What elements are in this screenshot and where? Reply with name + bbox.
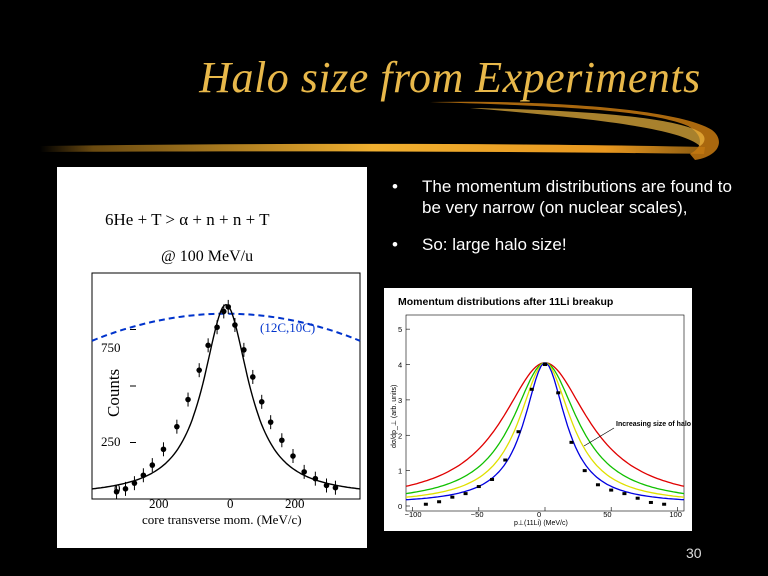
data-point — [258, 399, 265, 405]
bullet-mark: • — [392, 235, 398, 254]
data-point — [174, 423, 180, 430]
data-point — [131, 480, 138, 486]
data-point — [582, 469, 587, 473]
data-point — [279, 437, 285, 444]
data-point — [662, 502, 667, 506]
data-point — [225, 304, 232, 310]
data-point — [609, 488, 614, 492]
data-point — [241, 347, 247, 353]
data-point — [196, 367, 202, 373]
x-tick-label: −100 — [405, 510, 422, 519]
data-point — [113, 488, 120, 495]
data-point — [185, 396, 191, 403]
data-point — [323, 482, 330, 489]
bullet-item: • So: large halo size! — [392, 234, 732, 255]
y-tick-label: 5 — [398, 325, 402, 334]
right-figure-title: Momentum distributions after 11Li breaku… — [398, 296, 613, 308]
bullet-mark: • — [392, 177, 398, 196]
energy-label: @ 100 MeV/u — [161, 248, 253, 265]
data-point — [529, 387, 534, 391]
bullet-text: The momentum distributions are found to … — [422, 177, 732, 217]
annotation-arrow — [583, 427, 615, 447]
plot-frame — [91, 272, 361, 500]
data-point — [595, 483, 600, 487]
plot-frame — [405, 314, 685, 512]
bullet-list: • The momentum distributions are found t… — [392, 176, 732, 271]
data-point — [635, 496, 640, 500]
title-swoosh-decoration — [40, 101, 719, 160]
series-line — [405, 362, 685, 501]
y-tick-label: 750 — [101, 340, 121, 355]
data-point — [648, 500, 653, 504]
slide-title: Halo size from Experiments — [199, 53, 701, 102]
page-number: 30 — [686, 545, 702, 561]
y-tick-label: 1 — [398, 467, 402, 476]
data-point — [122, 486, 129, 492]
data-point — [503, 458, 508, 462]
series-line-12c-10c — [91, 312, 361, 342]
y-axis-label: dσ/dp_⊥ (arb. units) — [391, 385, 398, 448]
y-tick-label: 0 — [398, 502, 402, 511]
data-point — [312, 475, 319, 482]
bullet-text: So: large halo size! — [422, 235, 567, 254]
x-tick-label: 0 — [537, 510, 541, 519]
y-tick-label: 4 — [398, 361, 402, 370]
data-point — [220, 308, 227, 315]
data-point — [437, 500, 442, 504]
y-tick-label: 2 — [398, 431, 402, 440]
data-point — [450, 495, 455, 499]
x-tick-label: 100 — [669, 510, 682, 519]
curve-label: (12C,10C) — [260, 320, 315, 335]
series-line — [405, 362, 685, 495]
data-point — [332, 484, 339, 491]
series-line — [405, 362, 685, 498]
data-point — [160, 446, 167, 453]
data-point — [516, 430, 521, 434]
halo-annotation: Increasing size of halo — [616, 421, 691, 428]
data-point — [423, 502, 428, 506]
data-point — [463, 492, 468, 496]
data-point — [301, 469, 307, 475]
y-tick-label: 0 — [114, 481, 121, 496]
data-point — [149, 462, 156, 468]
x-axis-label: p⊥(11Li) (MeV/c) — [514, 520, 568, 527]
data-point — [622, 492, 627, 496]
x-tick-label: −50 — [471, 510, 484, 519]
series-line-fit — [91, 303, 361, 490]
data-point — [140, 472, 147, 479]
li11-momentum-figure: Momentum distributions after 11Li breaku… — [384, 288, 692, 531]
y-axis-label: Counts — [104, 369, 123, 417]
data-point — [290, 453, 296, 459]
y-tick-label: 250 — [101, 434, 121, 449]
data-point — [214, 324, 220, 331]
data-point — [267, 419, 274, 425]
x-tick-label: 200 — [285, 496, 305, 511]
data-point — [232, 322, 238, 328]
x-axis-label: core transverse mom. (MeV/c) — [142, 512, 302, 527]
x-tick-label: 50 — [603, 510, 611, 519]
bullet-item: • The momentum distributions are found t… — [392, 176, 732, 218]
data-point — [556, 391, 561, 395]
y-tick-label: 3 — [398, 396, 402, 405]
data-point — [543, 363, 547, 367]
data-point — [569, 440, 574, 444]
data-point — [250, 374, 256, 380]
x-tick-label: 0 — [227, 496, 234, 511]
data-point — [205, 342, 211, 349]
data-point — [476, 485, 481, 489]
he6-momentum-figure: 6He + T > α + n + n + T @ 100 MeV/u Coun… — [57, 167, 367, 548]
x-tick-label: 200 — [149, 496, 169, 511]
data-point — [490, 477, 495, 481]
reaction-label: 6He + T > α + n + n + T — [105, 210, 270, 229]
